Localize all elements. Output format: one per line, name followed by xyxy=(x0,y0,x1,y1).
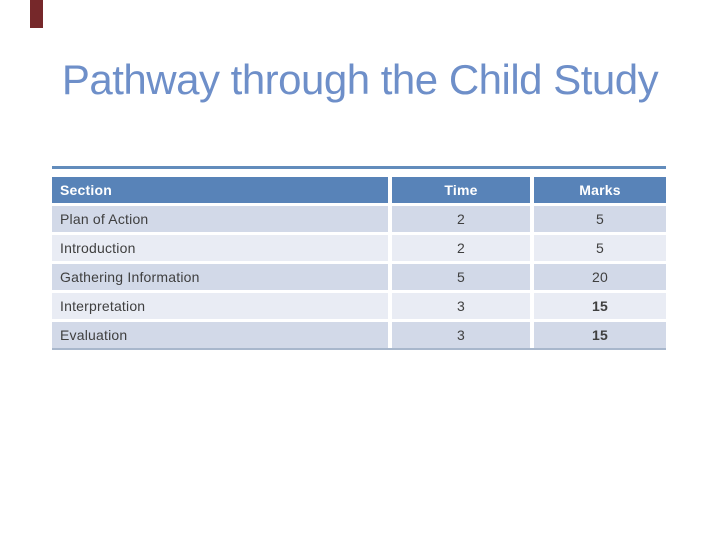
table-row: Interpretation 3 15 xyxy=(52,293,666,319)
marks-table: Section Time Marks Plan of Action 2 5 Intro… xyxy=(52,166,666,350)
cell-time: 5 xyxy=(392,264,530,290)
cell-marks: 15 xyxy=(534,293,666,319)
cell-time: 2 xyxy=(392,235,530,261)
cell-marks: 5 xyxy=(534,235,666,261)
slide-title: Pathway through the Child Study xyxy=(61,56,659,103)
table-row: Introduction 2 5 xyxy=(52,235,666,261)
table-row: Gathering Information 5 20 xyxy=(52,264,666,290)
table-top-border xyxy=(52,166,666,169)
table-row: Evaluation 3 15 xyxy=(52,322,666,348)
column-header-time: Time xyxy=(392,177,530,203)
table-row: Plan of Action 2 5 xyxy=(52,206,666,232)
cell-marks: 15 xyxy=(534,322,666,348)
corner-accent-mark xyxy=(30,0,43,28)
cell-section: Evaluation xyxy=(52,322,388,348)
cell-time: 3 xyxy=(392,293,530,319)
column-header-marks: Marks xyxy=(534,177,666,203)
table-header-row: Section Time Marks xyxy=(52,177,666,203)
cell-section: Introduction xyxy=(52,235,388,261)
table-body: Plan of Action 2 5 Introduction 2 5 Gathering … xyxy=(52,206,666,348)
cell-marks: 20 xyxy=(534,264,666,290)
cell-section: Plan of Action xyxy=(52,206,388,232)
column-header-section: Section xyxy=(52,177,388,203)
cell-time: 3 xyxy=(392,322,530,348)
cell-section: Gathering Information xyxy=(52,264,388,290)
table-bottom-border xyxy=(52,348,666,350)
cell-marks: 5 xyxy=(534,206,666,232)
cell-section: Interpretation xyxy=(52,293,388,319)
cell-time: 2 xyxy=(392,206,530,232)
